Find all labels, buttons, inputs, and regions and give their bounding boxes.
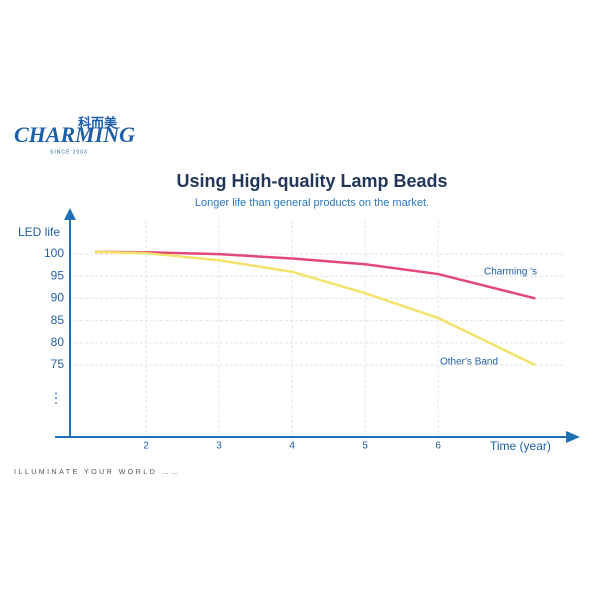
- axis-break: ⋮: [49, 390, 63, 406]
- x-axis-label: Time (year): [490, 439, 551, 453]
- x-arrow: [566, 431, 580, 443]
- x-tick-label: 3: [216, 441, 222, 452]
- series-line: [94, 250, 536, 367]
- logo-brand: CHARMING: [14, 122, 135, 147]
- y-tick-label: 75: [51, 357, 65, 371]
- x-tick-label: 5: [362, 441, 368, 452]
- chart-subtitle: Longer life than general products on the…: [195, 197, 429, 209]
- y-tick-label: 80: [51, 335, 65, 349]
- y-tick-label: 95: [51, 268, 65, 282]
- y-tick-label: 100: [44, 246, 64, 260]
- y-axis-label: LED life: [18, 225, 60, 239]
- x-tick-label: 4: [289, 441, 295, 452]
- x-tick-label: 6: [435, 441, 441, 452]
- y-tick-label: 90: [51, 291, 65, 305]
- chart-title: Using High-quality Lamp Beads: [176, 171, 447, 191]
- x-tick-label: 2: [143, 441, 149, 452]
- y-tick-label: 85: [51, 313, 65, 327]
- logo-chinese: 科而美: [78, 115, 118, 130]
- series-label: Charming 's: [484, 267, 537, 278]
- logo-since: SINCE 2003: [50, 149, 88, 155]
- footer: ILLUMINATE YOUR WORLD ……: [14, 469, 181, 476]
- series-label: Other's Band: [440, 357, 498, 368]
- series-line: [94, 250, 536, 300]
- y-arrow: [64, 208, 76, 220]
